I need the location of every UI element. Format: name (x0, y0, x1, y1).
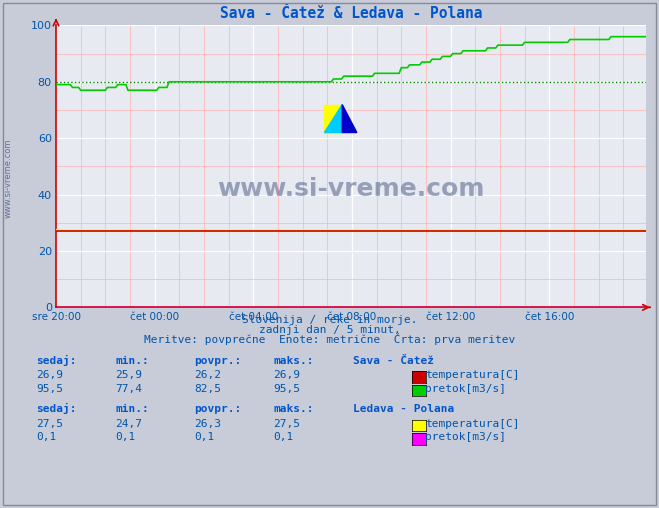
Text: 77,4: 77,4 (115, 384, 142, 394)
Text: 0,1: 0,1 (115, 432, 136, 442)
Text: Slovenija / reke in morje.: Slovenija / reke in morje. (242, 314, 417, 325)
FancyBboxPatch shape (324, 105, 342, 133)
Text: www.si-vreme.com: www.si-vreme.com (217, 177, 484, 201)
Text: 26,9: 26,9 (36, 370, 63, 380)
Text: Sava - Čatež: Sava - Čatež (353, 356, 434, 366)
Text: pretok[m3/s]: pretok[m3/s] (425, 432, 506, 442)
Polygon shape (342, 105, 357, 133)
Text: sedaj:: sedaj: (36, 355, 76, 366)
Text: Ledava - Polana: Ledava - Polana (353, 404, 454, 415)
Text: 27,5: 27,5 (273, 419, 301, 429)
Text: 24,7: 24,7 (115, 419, 142, 429)
Text: maks.:: maks.: (273, 356, 314, 366)
Text: 95,5: 95,5 (273, 384, 301, 394)
Text: min.:: min.: (115, 404, 149, 415)
Text: zadnji dan / 5 minut.: zadnji dan / 5 minut. (258, 325, 401, 335)
Text: 82,5: 82,5 (194, 384, 221, 394)
Text: povpr.:: povpr.: (194, 404, 242, 415)
Title: Sava - Čatež & Ledava - Polana: Sava - Čatež & Ledava - Polana (219, 7, 482, 21)
Text: 25,9: 25,9 (115, 370, 142, 380)
Text: sedaj:: sedaj: (36, 403, 76, 415)
Text: 26,9: 26,9 (273, 370, 301, 380)
Text: temperatura[C]: temperatura[C] (425, 370, 519, 380)
Text: 0,1: 0,1 (273, 432, 294, 442)
Text: 26,3: 26,3 (194, 419, 221, 429)
Text: 0,1: 0,1 (194, 432, 215, 442)
Text: Meritve: povprečne  Enote: metrične  Črta: prva meritev: Meritve: povprečne Enote: metrične Črta:… (144, 333, 515, 345)
Text: 95,5: 95,5 (36, 384, 63, 394)
Polygon shape (324, 105, 342, 133)
Text: min.:: min.: (115, 356, 149, 366)
Text: temperatura[C]: temperatura[C] (425, 419, 519, 429)
Text: 27,5: 27,5 (36, 419, 63, 429)
Text: www.si-vreme.com: www.si-vreme.com (3, 138, 13, 217)
Text: 26,2: 26,2 (194, 370, 221, 380)
Text: maks.:: maks.: (273, 404, 314, 415)
Text: 0,1: 0,1 (36, 432, 57, 442)
Text: povpr.:: povpr.: (194, 356, 242, 366)
Text: pretok[m3/s]: pretok[m3/s] (425, 384, 506, 394)
